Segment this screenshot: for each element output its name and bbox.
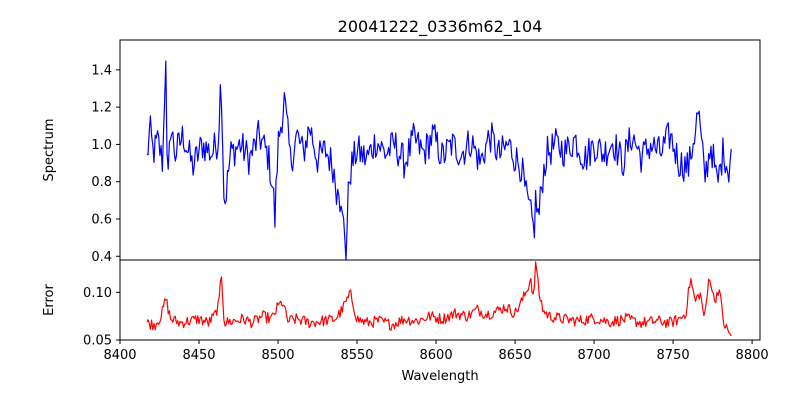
chart-title: 20041222_0336m62_104 — [338, 17, 543, 37]
xtick-label: 8450 — [182, 348, 215, 363]
xtick-label: 8400 — [103, 348, 136, 363]
ytick-label: 1.4 — [91, 63, 112, 78]
error-frame — [119, 259, 761, 341]
ytick-label: 0.10 — [83, 286, 112, 301]
wavelength-xlabel: Wavelength — [401, 369, 478, 384]
error-ylabel: Error — [42, 284, 57, 316]
wavelength-xaxis: 8400 8450 8500 8550 8600 8650 8700 8750 8800 — [103, 340, 769, 363]
error-plot-area — [146, 261, 732, 337]
xtick-label: 8550 — [340, 348, 373, 363]
ytick-label: 0.8 — [91, 175, 112, 190]
ytick-label: 0.05 — [83, 334, 112, 349]
ytick-label: 1.2 — [91, 101, 112, 116]
xtick-label: 8600 — [420, 348, 453, 363]
spectrum-plot-area — [146, 60, 732, 261]
xtick-label: 8800 — [736, 348, 769, 363]
error-panel: Error 0.050.10 8400 8450 8500 8550 8600 8650 8… — [42, 259, 769, 384]
xtick-label: 8700 — [578, 348, 611, 363]
spectrum-yaxis: 0.4 0.6 0.8 1.0 1.2 1.4 — [91, 63, 120, 265]
spectrum-panel: Spectrum 0.4 0.6 0.8 1.0 1.2 1.4 — [42, 39, 761, 265]
xtick-label: 8650 — [499, 348, 532, 363]
spectrum-ylabel: Spectrum — [42, 119, 57, 182]
error-yaxis: 0.05 0.10 — [83, 286, 120, 349]
ytick-label: 0.4 — [91, 250, 112, 265]
ytick-label: 0.6 — [91, 212, 112, 227]
spectrum-line — [146, 60, 732, 261]
xtick-label: 8500 — [261, 348, 294, 363]
xtick-label: 8750 — [657, 348, 690, 363]
ytick-label: 1.0 — [91, 138, 112, 153]
error-line — [146, 261, 732, 337]
